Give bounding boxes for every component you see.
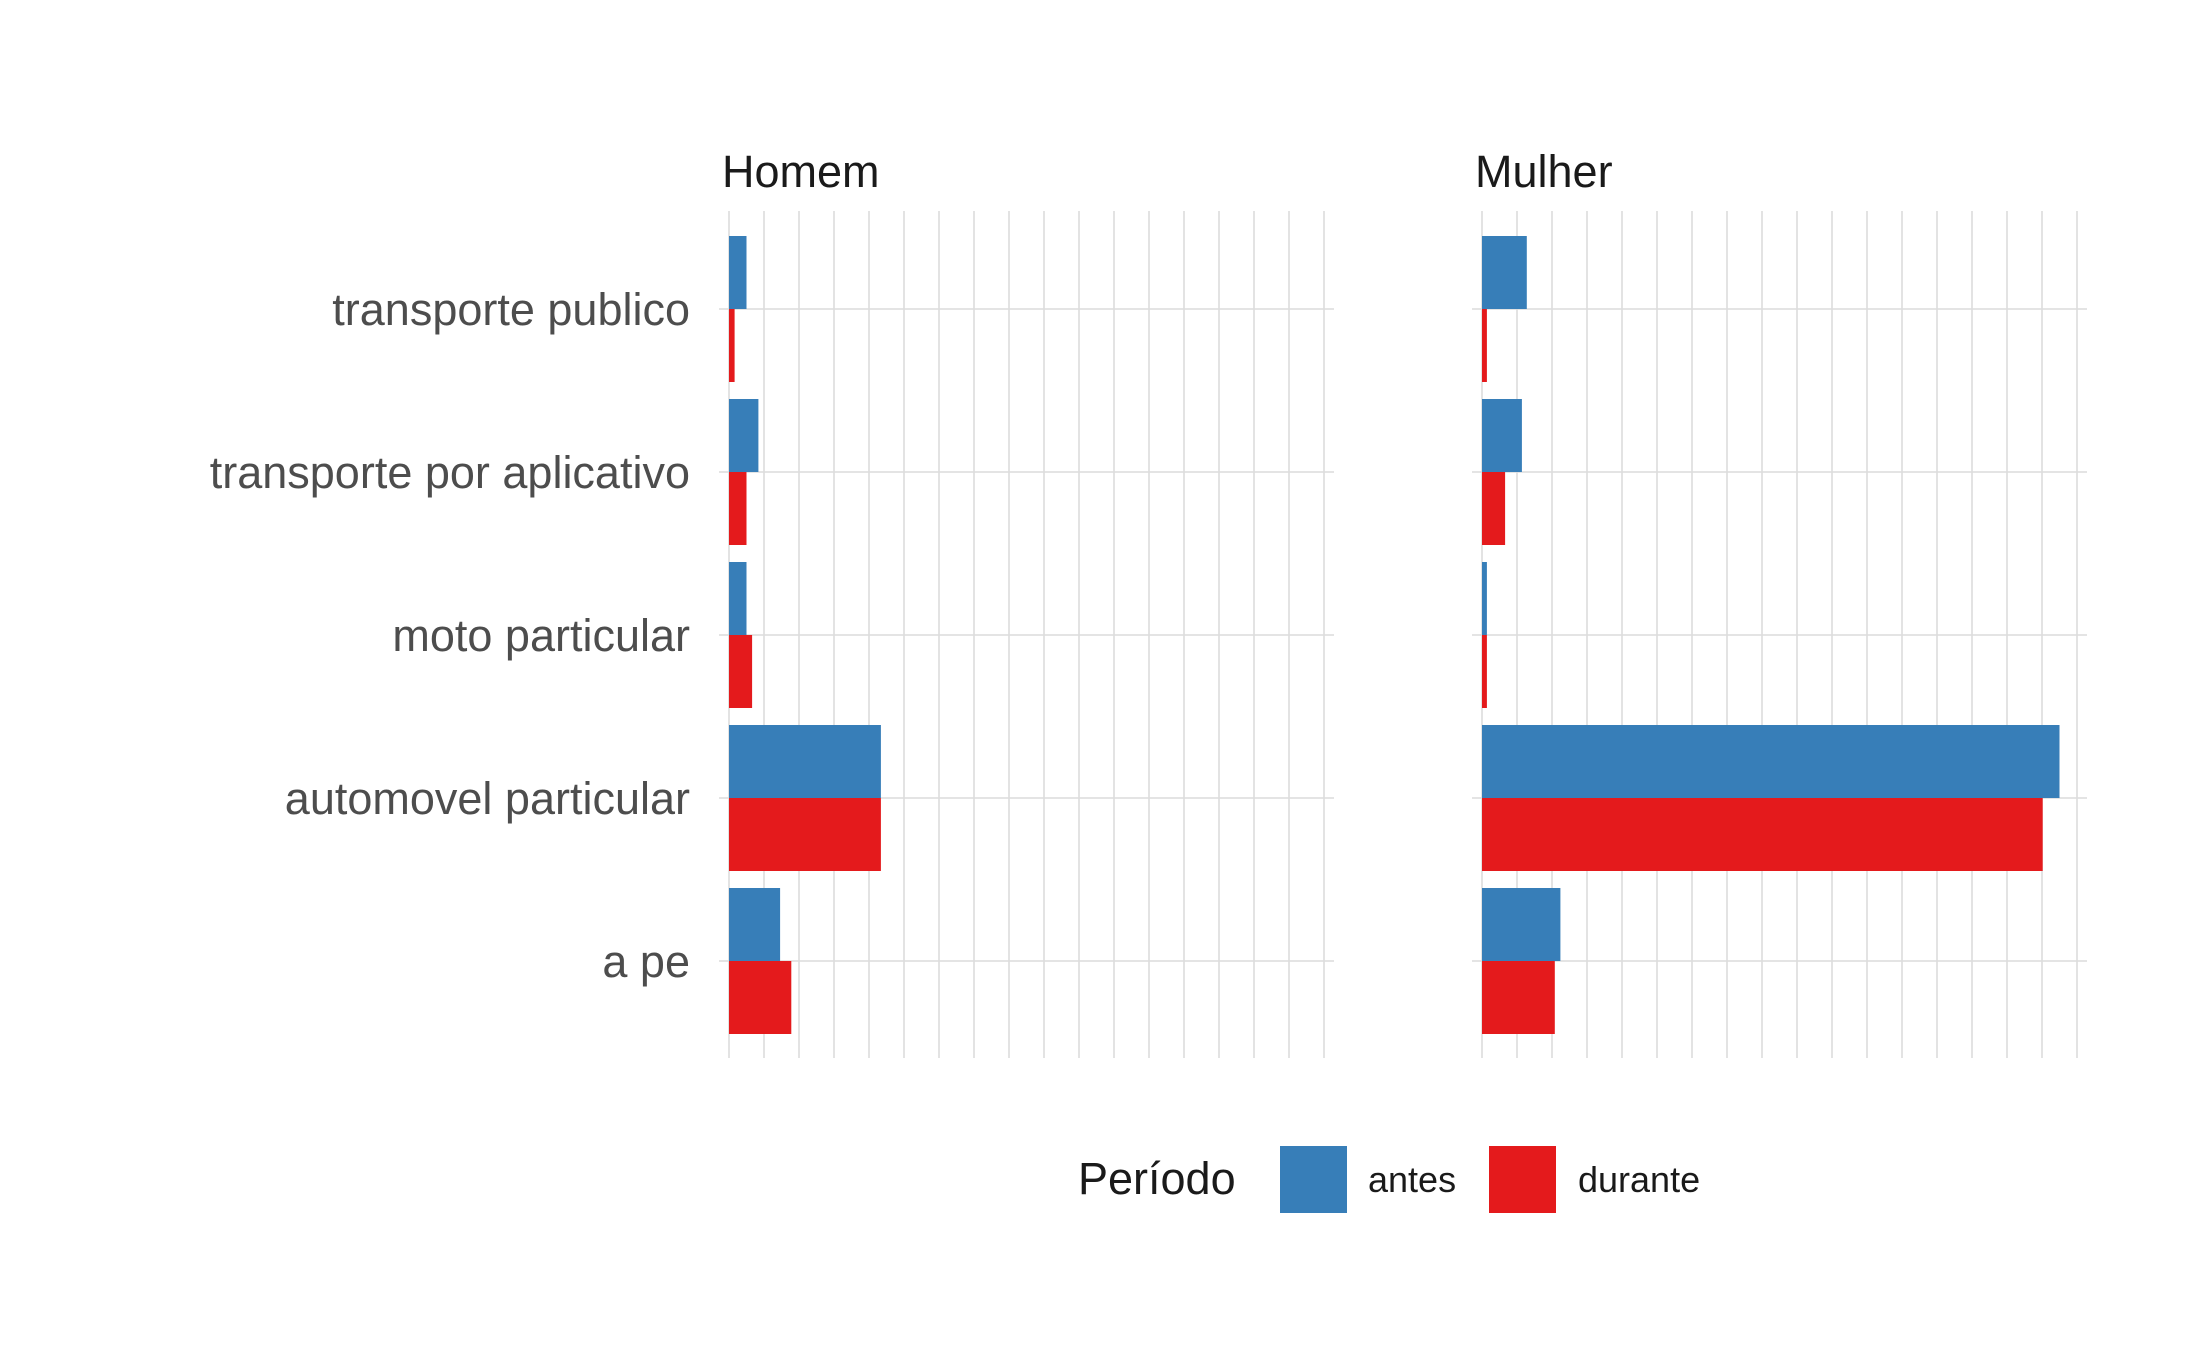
legend-key-durante (1489, 1146, 1556, 1213)
bar-homem-antes-2 (729, 562, 747, 635)
bar-mulher-durante-2 (1482, 635, 1487, 708)
category-label: moto particular (392, 610, 690, 661)
bar-mulher-durante-4 (1482, 961, 1555, 1034)
category-label: transporte por aplicativo (210, 447, 690, 498)
panel-title-homem: Homem (722, 146, 880, 197)
bar-mulher-antes-3 (1482, 725, 2060, 798)
bar-mulher-antes-2 (1482, 562, 1487, 635)
legend-label-durante: durante (1578, 1159, 1700, 1200)
legend-label-antes: antes (1368, 1159, 1456, 1200)
bar-mulher-durante-3 (1482, 798, 2043, 871)
legend-key-antes (1280, 1146, 1347, 1213)
bar-homem-durante-0 (729, 309, 735, 382)
category-label: automovel particular (285, 773, 690, 824)
bar-homem-durante-1 (729, 472, 747, 545)
bar-mulher-antes-0 (1482, 236, 1527, 309)
bar-homem-antes-3 (729, 725, 881, 798)
bar-mulher-durante-0 (1482, 309, 1487, 382)
bar-homem-durante-3 (729, 798, 881, 871)
bar-mulher-antes-1 (1482, 399, 1522, 472)
legend: Período antes durante (1078, 1146, 1700, 1213)
panel-title-mulher: Mulher (1475, 146, 1613, 197)
bar-homem-antes-0 (729, 236, 747, 309)
category-label: transporte publico (332, 284, 690, 335)
bar-mulher-durante-1 (1482, 472, 1506, 545)
panel-homem: Homem (719, 146, 1334, 1058)
bar-homem-antes-4 (729, 888, 781, 961)
category-axis-labels: transporte publico transporte por aplicat… (210, 284, 690, 987)
bar-homem-antes-1 (729, 399, 759, 472)
bar-homem-durante-2 (729, 635, 753, 708)
bar-homem-durante-4 (729, 961, 792, 1034)
bar-mulher-antes-4 (1482, 888, 1561, 961)
category-label: a pe (602, 936, 690, 987)
panel-mulher: Mulher (1472, 146, 2087, 1058)
legend-title: Período (1078, 1153, 1236, 1204)
